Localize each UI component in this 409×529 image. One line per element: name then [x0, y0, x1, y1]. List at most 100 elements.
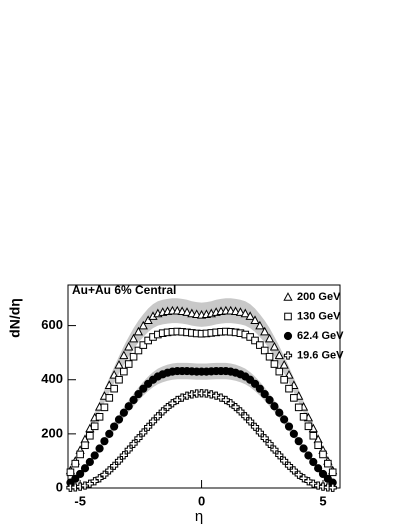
data-point — [202, 389, 211, 398]
data-point — [250, 315, 260, 324]
data-point — [134, 346, 143, 355]
data-point — [80, 464, 90, 473]
data-point — [119, 350, 129, 360]
data-point — [105, 394, 114, 402]
data-point — [284, 461, 294, 470]
data-point — [76, 469, 85, 479]
x-tick-label: 5 — [319, 493, 326, 508]
data-point — [265, 395, 274, 405]
y-tick-label: 200 — [41, 425, 63, 440]
data-point — [153, 412, 162, 421]
data-point — [318, 469, 328, 479]
data-point — [270, 445, 279, 454]
data-point — [314, 481, 323, 490]
data-point — [134, 434, 143, 443]
data-point — [299, 444, 308, 453]
data-point — [124, 360, 133, 368]
data-point — [114, 359, 124, 369]
data-point — [319, 450, 327, 459]
data-point — [260, 326, 270, 336]
data-point — [139, 341, 148, 349]
data-point — [260, 434, 269, 443]
data-point — [264, 333, 275, 343]
data-point — [294, 437, 303, 446]
data-point — [114, 456, 124, 465]
data-point — [71, 474, 80, 483]
y-tick-label: 0 — [56, 479, 63, 494]
data-point — [138, 320, 148, 330]
y-tick-label: 600 — [41, 317, 63, 332]
data-point — [318, 482, 328, 491]
data-point — [294, 403, 303, 412]
data-point — [207, 390, 216, 399]
data-point — [139, 384, 148, 393]
legend-label: 19.6 GeV — [297, 349, 344, 361]
legend-label: 130 GeV — [297, 310, 341, 322]
data-point — [241, 412, 250, 421]
data-point — [265, 352, 274, 361]
data-point — [270, 360, 279, 368]
data-point — [105, 429, 114, 438]
data-point — [299, 413, 308, 421]
data-point — [255, 384, 264, 393]
data-point — [100, 437, 109, 446]
data-point — [124, 341, 134, 351]
data-point — [124, 445, 133, 454]
data-point — [139, 428, 148, 437]
x-tick-label: -5 — [74, 493, 86, 508]
data-point — [309, 457, 318, 467]
legend-label: 200 GeV — [297, 291, 341, 303]
data-point — [275, 408, 284, 417]
data-point — [182, 307, 192, 316]
data-point — [86, 431, 94, 440]
data-point — [240, 308, 250, 318]
data-point — [246, 417, 255, 426]
data-point — [279, 359, 289, 369]
data-point — [124, 402, 133, 411]
data-point — [245, 311, 255, 320]
data-point — [284, 422, 294, 431]
data-point — [110, 461, 119, 470]
y-tick-label: 400 — [41, 371, 63, 386]
data-point — [110, 422, 119, 431]
data-point — [128, 333, 139, 343]
data-point — [304, 451, 313, 460]
data-point — [134, 389, 143, 399]
legend-marker — [284, 312, 292, 321]
data-point — [289, 466, 298, 475]
data-point — [251, 336, 259, 345]
data-point — [119, 451, 128, 460]
data-point — [275, 451, 284, 460]
data-point — [148, 417, 158, 426]
data-point — [163, 402, 172, 412]
data-point — [95, 444, 104, 453]
data-point — [95, 413, 104, 421]
data-point — [285, 384, 293, 393]
data-point — [304, 422, 313, 431]
data-point — [236, 407, 245, 416]
data-point — [274, 350, 284, 360]
data-point — [270, 402, 279, 411]
data-point — [90, 422, 99, 431]
data-point — [256, 341, 264, 349]
data-point — [280, 456, 289, 465]
data-point — [280, 375, 288, 384]
data-point — [100, 470, 109, 479]
data-point — [255, 428, 264, 437]
data-point — [328, 483, 337, 492]
data-point — [144, 422, 153, 431]
data-point — [250, 379, 260, 388]
legend-marker — [283, 331, 293, 341]
data-point — [119, 408, 128, 417]
data-point — [260, 389, 269, 399]
data-point — [95, 474, 104, 483]
data-point — [129, 395, 138, 405]
data-point — [275, 367, 284, 376]
data-point — [265, 439, 274, 448]
data-point — [324, 459, 332, 468]
data-point — [129, 439, 138, 448]
data-point — [235, 307, 246, 316]
data-point — [314, 464, 323, 473]
legend-label: 62.4 GeV — [297, 330, 344, 342]
data-point — [255, 320, 265, 330]
